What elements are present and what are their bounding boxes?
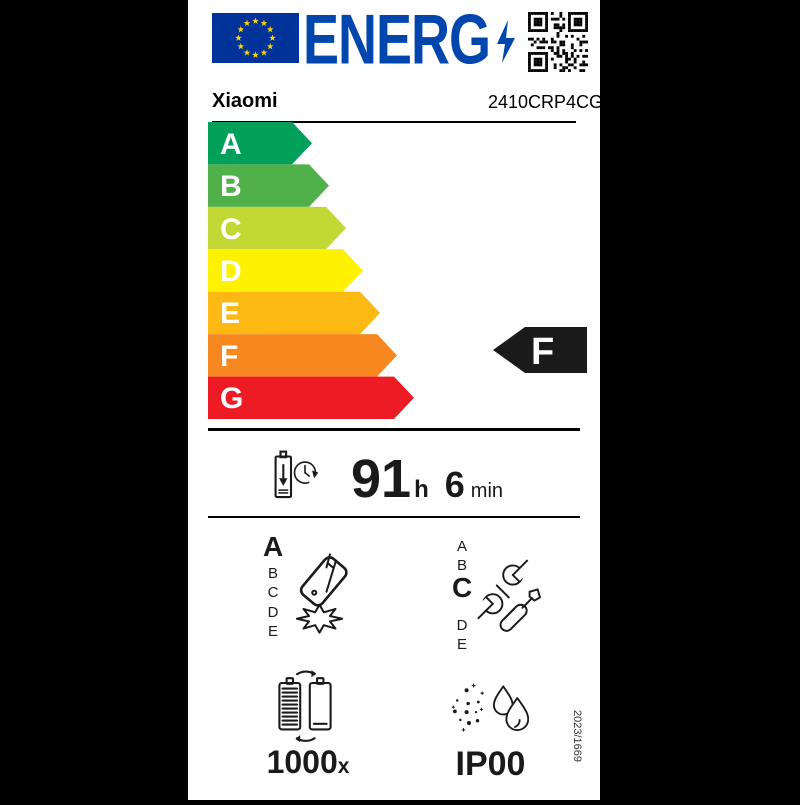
svg-text:F: F bbox=[531, 331, 554, 373]
